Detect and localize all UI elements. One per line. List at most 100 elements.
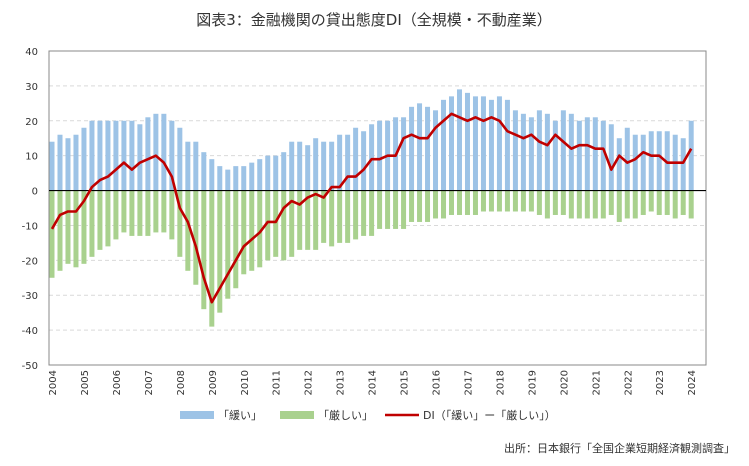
bar-loose (568, 113, 574, 191)
legend-label: DI（「緩い」ー「厳しい」） (423, 408, 556, 422)
bar-severe (496, 190, 502, 212)
bar-loose (209, 159, 215, 191)
bar-loose (169, 120, 175, 191)
y-tick-label: -10 (22, 221, 38, 232)
bar-severe (353, 190, 359, 240)
bar-severe (241, 190, 247, 275)
bar-loose (456, 89, 462, 191)
bar-loose (656, 131, 662, 191)
bar-loose (512, 110, 518, 191)
bar-severe (560, 190, 566, 215)
bar-loose (249, 162, 255, 191)
bar-loose (576, 120, 582, 191)
bar-loose (185, 141, 191, 191)
bar-loose (73, 134, 79, 191)
bar-severe (225, 190, 231, 299)
bar-severe (640, 190, 646, 215)
bar-loose (616, 138, 622, 191)
bar-loose (177, 127, 183, 191)
y-tick-label: -50 (22, 361, 38, 372)
bar-loose (233, 166, 239, 191)
bar-severe (520, 190, 526, 212)
bar-severe (632, 190, 638, 219)
bar-loose (289, 141, 295, 191)
y-tick-label: -30 (22, 291, 38, 302)
bar-severe (273, 190, 279, 257)
x-tick-label: 2007 (144, 370, 155, 395)
bar-severe (313, 190, 319, 250)
bar-loose (449, 96, 454, 191)
y-tick-label: 40 (25, 47, 38, 58)
bar-loose (488, 99, 494, 191)
bar-severe (65, 190, 71, 264)
x-tick-label: 2004 (48, 370, 59, 395)
bar-loose (584, 117, 590, 191)
x-tick-label: 2012 (304, 370, 315, 395)
bar-severe (177, 190, 183, 257)
bar-severe (337, 190, 343, 243)
bar-loose (49, 141, 55, 191)
bar-loose (552, 120, 558, 191)
bar-severe (393, 190, 399, 229)
bar-severe (57, 190, 63, 271)
bar-severe (281, 190, 287, 261)
bar-loose (145, 117, 151, 191)
bar-loose (57, 134, 63, 191)
bar-severe (624, 190, 630, 219)
x-tick-label: 2018 (495, 370, 506, 395)
bar-severe (425, 190, 431, 222)
bar-loose (496, 96, 502, 191)
bar-loose (608, 124, 614, 191)
bar-loose (65, 138, 71, 191)
x-tick-label: 2016 (432, 370, 443, 395)
bar-severe (49, 190, 55, 278)
bar-severe (536, 190, 542, 215)
legend-swatch (280, 411, 314, 419)
x-tick-label: 2024 (687, 370, 698, 395)
bar-loose (417, 103, 423, 191)
bar-severe (217, 190, 223, 313)
bar-severe (361, 190, 367, 236)
bar-severe (97, 190, 103, 250)
x-tick-label: 2013 (336, 370, 347, 395)
bar-loose (480, 96, 486, 191)
plot-frame (48, 50, 707, 366)
bar-loose (528, 117, 534, 191)
bar-loose (321, 141, 327, 191)
x-tick-label: 2006 (112, 370, 123, 395)
bar-loose (97, 120, 103, 191)
bar-loose (409, 106, 415, 191)
bar-loose (632, 134, 638, 191)
bar-loose (81, 127, 87, 191)
y-tick-label: 30 (25, 82, 38, 93)
bar-severe (449, 190, 454, 215)
bar-severe (504, 190, 510, 212)
bar-loose (217, 166, 223, 191)
x-tick-label: 2008 (176, 370, 187, 395)
bar-severe (488, 190, 494, 212)
bar-loose (688, 120, 694, 191)
bar-severe (161, 190, 167, 233)
bar-severe (680, 190, 686, 215)
bar-severe (249, 190, 255, 271)
x-tick-label: 2023 (655, 370, 666, 395)
bar-severe (441, 190, 447, 219)
y-tick-label: 0 (32, 187, 38, 198)
bar-severe (329, 190, 335, 247)
x-tick-label: 2014 (368, 370, 379, 395)
bar-loose (161, 113, 167, 191)
bar-severe (664, 190, 670, 215)
bar-severe (600, 190, 606, 219)
bar-loose (640, 134, 646, 191)
legend-label: 「緩い」 (218, 409, 262, 422)
bar-loose (648, 131, 654, 191)
bar-severe (321, 190, 327, 243)
bar-loose (137, 124, 143, 191)
bar-severe (169, 190, 175, 240)
bar-severe (153, 190, 159, 233)
bar-loose (281, 152, 287, 191)
bar-severe (512, 190, 518, 212)
bar-severe (409, 190, 415, 222)
chart-title: 図表3：金融機関の貸出態度DI（全規模・不動産業） (196, 11, 552, 29)
